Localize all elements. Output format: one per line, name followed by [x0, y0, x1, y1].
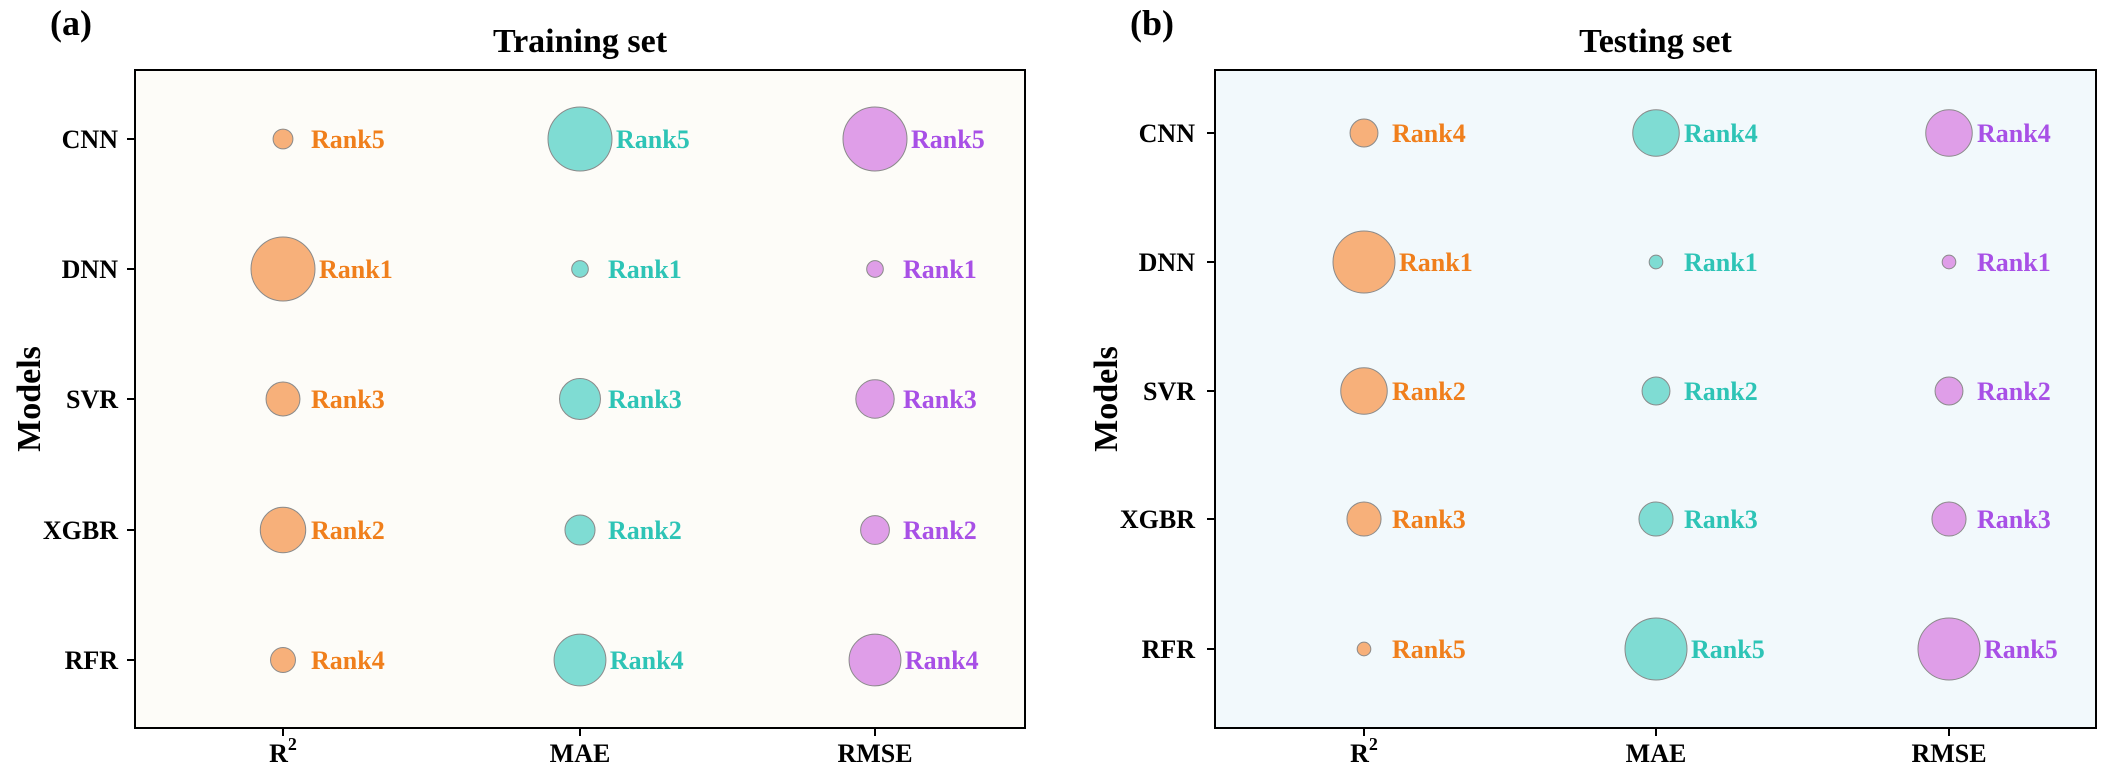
bubble-mae	[564, 514, 596, 546]
rank-label: Rank4	[610, 646, 684, 675]
rank-label: Rank2	[608, 516, 682, 545]
chart-title: Testing set	[1579, 23, 1732, 60]
rank-label: Rank2	[1977, 377, 2051, 406]
y-axis-label: Models	[11, 346, 48, 452]
rank-label: Rank5	[1691, 635, 1765, 664]
y-tick-label: RFR	[65, 646, 119, 675]
rank-label: Rank1	[1399, 248, 1473, 277]
bubble-mae	[1624, 617, 1688, 681]
bubble-r2	[1340, 367, 1388, 415]
rank-label: Rank2	[311, 516, 385, 545]
bubble-r2	[265, 381, 301, 417]
bubble-r2	[1332, 230, 1396, 294]
y-tick-label: XGBR	[1120, 505, 1195, 534]
x-tick-superscript: 2	[288, 734, 297, 754]
rank-label: Rank3	[608, 385, 682, 414]
x-tick-label: R2	[269, 734, 297, 768]
y-tick-label: XGBR	[43, 516, 118, 545]
bubble-rmse	[1941, 254, 1957, 270]
bubble-r2	[270, 647, 296, 673]
bubble-r2	[272, 128, 294, 150]
bubble-mae	[1641, 376, 1671, 406]
rank-label: Rank5	[311, 125, 385, 154]
rank-label: Rank3	[1684, 505, 1758, 534]
rank-label: Rank1	[608, 255, 682, 284]
rank-label: Rank4	[1977, 119, 2051, 148]
bubble-rmse	[860, 515, 890, 545]
rank-label: Rank1	[1684, 248, 1758, 277]
rank-label: Rank1	[903, 255, 977, 284]
bubble-rmse	[1934, 376, 1964, 406]
x-tick-label: RMSE	[1911, 739, 1986, 768]
bubble-r2	[259, 506, 307, 554]
bubble-mae	[1632, 109, 1680, 157]
rank-label: Rank5	[1392, 635, 1466, 664]
x-tick-label: RMSE	[837, 739, 912, 768]
bubble-mae	[553, 633, 607, 687]
bubble-r2	[250, 236, 316, 302]
y-tick-label: SVR	[66, 385, 118, 414]
rank-label: Rank2	[1392, 377, 1466, 406]
y-axis-label: Models	[1088, 346, 1125, 452]
y-tick-label: RFR	[1142, 635, 1196, 664]
bubble-rmse	[1931, 501, 1967, 537]
bubble-rmse	[866, 260, 884, 278]
rank-label: Rank4	[1392, 119, 1466, 148]
chart-title: Training set	[493, 23, 668, 60]
bubble-r2	[1356, 641, 1372, 657]
rank-label: Rank5	[911, 125, 985, 154]
panel-training: (a) Training set Models CNN DNN SVR XGBR RFR R2 M…	[11, 3, 1026, 768]
bubble-rmse	[1925, 109, 1973, 157]
rank-label: Rank1	[1977, 248, 2051, 277]
rank-label: Rank4	[1684, 119, 1758, 148]
rank-label: Rank3	[1392, 505, 1466, 534]
rank-label: Rank1	[319, 255, 393, 284]
panel-label: (a)	[50, 3, 92, 43]
rank-label: Rank2	[1684, 377, 1758, 406]
rank-label: Rank5	[616, 125, 690, 154]
bubble-mae	[1638, 501, 1674, 537]
y-tick-label: SVR	[1143, 377, 1195, 406]
bubble-r2	[1346, 501, 1382, 537]
bubble-rmse	[848, 633, 902, 687]
rank-label: Rank3	[311, 385, 385, 414]
bubble-mae	[547, 106, 613, 172]
rank-label: Rank3	[903, 385, 977, 414]
bubble-rmse	[855, 379, 895, 419]
rank-label: Rank4	[905, 646, 979, 675]
y-tick-label: DNN	[62, 255, 119, 284]
x-tick-label: R2	[1350, 734, 1378, 768]
panel-testing: (b) Testing set Models CNN DNN SVR XGBR RFR R2 MA…	[1088, 3, 2097, 768]
bubble-mae	[1648, 254, 1664, 270]
rank-label: Rank4	[311, 646, 385, 675]
bubble-rmse	[1917, 617, 1981, 681]
x-tick-label: MAE	[1626, 739, 1687, 768]
bubble-r2	[1349, 118, 1379, 148]
rank-label: Rank5	[1984, 635, 2058, 664]
x-tick-label: MAE	[550, 739, 611, 768]
y-tick-label: CNN	[1139, 119, 1196, 148]
y-tick-label: CNN	[62, 125, 119, 154]
y-tick-label: DNN	[1139, 248, 1196, 277]
bubble-mae	[571, 260, 589, 278]
bubble-rmse	[842, 106, 908, 172]
rank-label: Rank2	[903, 516, 977, 545]
bubble-mae	[559, 378, 601, 420]
rank-label: Rank3	[1977, 505, 2051, 534]
panel-label: (b)	[1130, 3, 1174, 43]
x-tick-superscript: 2	[1369, 734, 1378, 754]
